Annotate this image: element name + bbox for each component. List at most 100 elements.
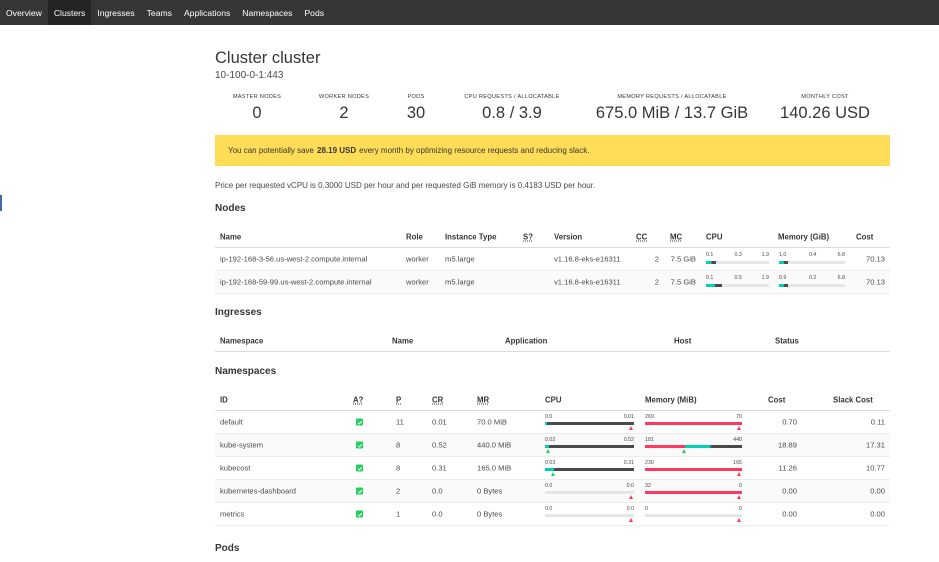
table-row[interactable]: metrics 1 0.0 0 Bytes 0.0 0.0 0 0 0.00 0.00 (215, 503, 890, 526)
stat-value: 2 (339, 104, 349, 122)
bar-label-right: 0 (739, 506, 742, 512)
bar-label-mid: 0.4 (809, 252, 817, 258)
bar-label-min: 0.1 (706, 252, 714, 258)
col-mc[interactable]: MC (670, 232, 683, 241)
banner-text-after: every month by optimizing resource reque… (359, 146, 590, 155)
stat-label: PODS (407, 94, 425, 100)
bar-fill-usage (645, 445, 685, 448)
pods-heading: Pods (215, 543, 240, 554)
col-cost[interactable]: Cost (856, 232, 874, 241)
namespace-cost: 18.89 (777, 440, 797, 450)
table-row[interactable]: default 11 0.01 70.0 MiB 0.0 0.01 269 70 0.70 0.1… (215, 411, 890, 434)
bar-label-max: 1.9 (761, 252, 769, 258)
col-host[interactable]: Host (674, 336, 692, 345)
table-row[interactable]: ip-192-168-59-99.us-west-2.compute.inter… (215, 271, 890, 294)
col-active[interactable]: A? (353, 395, 364, 404)
namespace-cpu-requests: 0.0 (432, 509, 443, 519)
node-mc: 7.5 GiB (670, 254, 696, 264)
bar-label-mid: 0.2 (809, 275, 817, 281)
stat-2: PODS 30 (381, 94, 451, 123)
bar-track (779, 284, 845, 287)
bar-label-min: 0.1 (706, 275, 714, 281)
node-cost: 70.13 (865, 254, 885, 264)
nav-item-namespaces[interactable]: Namespaces (242, 7, 293, 18)
nav-item-clusters[interactable]: Clusters (47, 0, 92, 25)
limit-marker (546, 449, 551, 453)
nav-item-teams[interactable]: Teams (146, 7, 172, 18)
table-row[interactable]: ip-192-168-3-56.us-west-2.compute.intern… (215, 248, 890, 271)
col-namespace[interactable]: Namespace (220, 336, 264, 345)
col-slack-cost[interactable]: Slack Cost (833, 395, 873, 404)
col-cpu[interactable]: CPU (545, 395, 562, 404)
banner-text-before: You can potentially save (228, 146, 314, 155)
nav-item-pods[interactable]: Pods (304, 7, 325, 18)
bar-label-left: 0.03 (545, 460, 556, 466)
bar-track (645, 422, 742, 425)
bar-label-right: 165 (733, 460, 742, 466)
table-row[interactable]: kubecost 8 0.31 165.0 MiB 0.03 0.31 230 165 11.2… (215, 457, 890, 480)
col-name[interactable]: Name (392, 336, 414, 345)
nav-item-overview[interactable]: Overview (6, 7, 42, 18)
col-status[interactable]: Status (775, 336, 799, 345)
col-cpu[interactable]: CPU (706, 232, 723, 241)
bar-track (545, 468, 634, 471)
ingresses-heading: Ingresses (215, 307, 262, 318)
col-memory[interactable]: Memory (MiB) (645, 395, 697, 404)
bar-track (545, 422, 634, 425)
bar-track (645, 491, 742, 494)
bar-fill-request (545, 468, 554, 471)
col-pods[interactable]: P (396, 395, 402, 404)
bar-track (645, 445, 742, 448)
nav-item-applications[interactable]: Applications (183, 7, 231, 18)
bar-fill-usage (645, 491, 742, 494)
col-cost[interactable]: Cost (768, 395, 786, 404)
savings-banner: You can potentially save 28.19 USD every… (215, 135, 890, 166)
bar-label-max: 1.9 (761, 275, 769, 281)
col-name[interactable]: Name (220, 232, 242, 241)
col-schedulable[interactable]: S? (523, 232, 533, 241)
limit-marker (629, 495, 633, 499)
bar-track (645, 468, 742, 471)
col-instance-type[interactable]: Instance Type (445, 232, 497, 241)
col-memory[interactable]: Memory (GiB) (778, 232, 830, 241)
table-row[interactable]: kubernetes-dashboard 2 0.0 0 Bytes 0.0 0.0 32 0… (215, 480, 890, 503)
stat-value: 675.0 MiB / 13.7 GiB (595, 104, 749, 122)
usage-bar: 1.0 0.4 6.8 (779, 252, 845, 266)
bar-label-min: 0.9 (779, 275, 787, 281)
usage-bar: 230 165 (645, 460, 742, 477)
namespace-id: kubernetes-dashboard (220, 486, 296, 496)
bar-track (706, 284, 769, 287)
bar-label-left: 230 (645, 460, 654, 466)
stat-label: CPU REQUESTS / ALLOCATABLE (464, 94, 560, 100)
limit-marker (629, 426, 633, 430)
bar-label-max: 6.8 (837, 275, 845, 281)
check-icon (356, 441, 363, 449)
namespace-cpu-requests: 0.31 (432, 463, 447, 473)
col-cc[interactable]: CC (636, 232, 648, 241)
bar-label-right: 440 (733, 437, 742, 443)
bar-label-left: 181 (645, 437, 654, 443)
usage-bar: 181 440 (645, 437, 742, 454)
col-role[interactable]: Role (406, 232, 423, 241)
namespace-slack-cost: 0.11 (870, 417, 885, 427)
page-subtitle: 10-100-0-1:443 (215, 70, 284, 81)
bar-label-mid: 0.5 (734, 275, 742, 281)
bar-fill (779, 284, 788, 287)
namespace-memory-requests: 440.0 MiB (477, 440, 512, 450)
stat-label: MASTER NODES (232, 94, 282, 100)
col-id[interactable]: ID (220, 395, 228, 404)
namespace-cost: 11.26 (778, 463, 797, 473)
check-icon (356, 418, 363, 426)
col-application[interactable]: Application (505, 336, 548, 345)
col-cpu-requests[interactable]: CR (432, 395, 444, 404)
nav-item-ingresses[interactable]: Ingresses (97, 7, 135, 18)
bar-label-left: 0.0 (545, 506, 553, 512)
ingresses-table-header: Namespace Name Application Host Status (215, 330, 890, 352)
namespace-slack-cost: 17.31 (865, 440, 885, 450)
node-role: worker (406, 277, 429, 287)
col-memory-requests[interactable]: MR (477, 395, 490, 404)
bar-label-right: 0.0 (626, 483, 634, 489)
col-version[interactable]: Version (554, 232, 583, 241)
table-row[interactable]: kube-system 8 0.52 440.0 MiB 0.02 0.52 181 440 1… (215, 434, 890, 457)
